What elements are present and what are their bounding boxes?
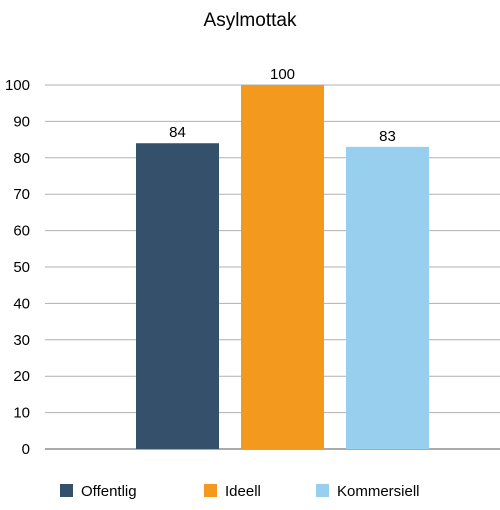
y-axis-ticks: 0 10 20 30 40 50 60 70 80 90 100 <box>5 77 30 458</box>
legend-label-offentlig: Offentlig <box>81 483 137 500</box>
y-tick-label: 40 <box>13 295 30 312</box>
y-tick-label: 20 <box>13 368 30 385</box>
data-label-offentlig: 84 <box>169 124 186 141</box>
y-tick-label: 100 <box>5 77 30 94</box>
bar-offentlig <box>136 143 219 450</box>
y-tick-label: 10 <box>13 405 30 422</box>
y-tick-label: 80 <box>13 150 30 167</box>
data-label-kommersiell: 83 <box>379 128 396 145</box>
bar-kommersiell <box>346 146 429 449</box>
legend-swatch-offentlig <box>60 484 73 497</box>
chart-title: Asylmottak <box>204 10 297 31</box>
bar-ideell <box>241 85 324 449</box>
legend-swatch-kommersiell <box>316 484 329 497</box>
data-labels: 84 100 83 <box>169 66 396 145</box>
bars <box>136 85 429 450</box>
y-tick-label: 60 <box>13 223 30 240</box>
legend: Offentlig Ideell Kommersiell <box>60 483 420 500</box>
legend-swatch-ideell <box>204 484 217 497</box>
legend-label-ideell: Ideell <box>225 483 261 500</box>
legend-label-kommersiell: Kommersiell <box>337 483 420 500</box>
y-tick-label: 30 <box>13 332 30 349</box>
y-tick-label: 70 <box>13 186 30 203</box>
y-tick-label: 90 <box>13 113 30 130</box>
data-label-ideell: 100 <box>270 66 295 83</box>
y-tick-label: 50 <box>13 259 30 276</box>
y-tick-label: 0 <box>22 441 30 458</box>
